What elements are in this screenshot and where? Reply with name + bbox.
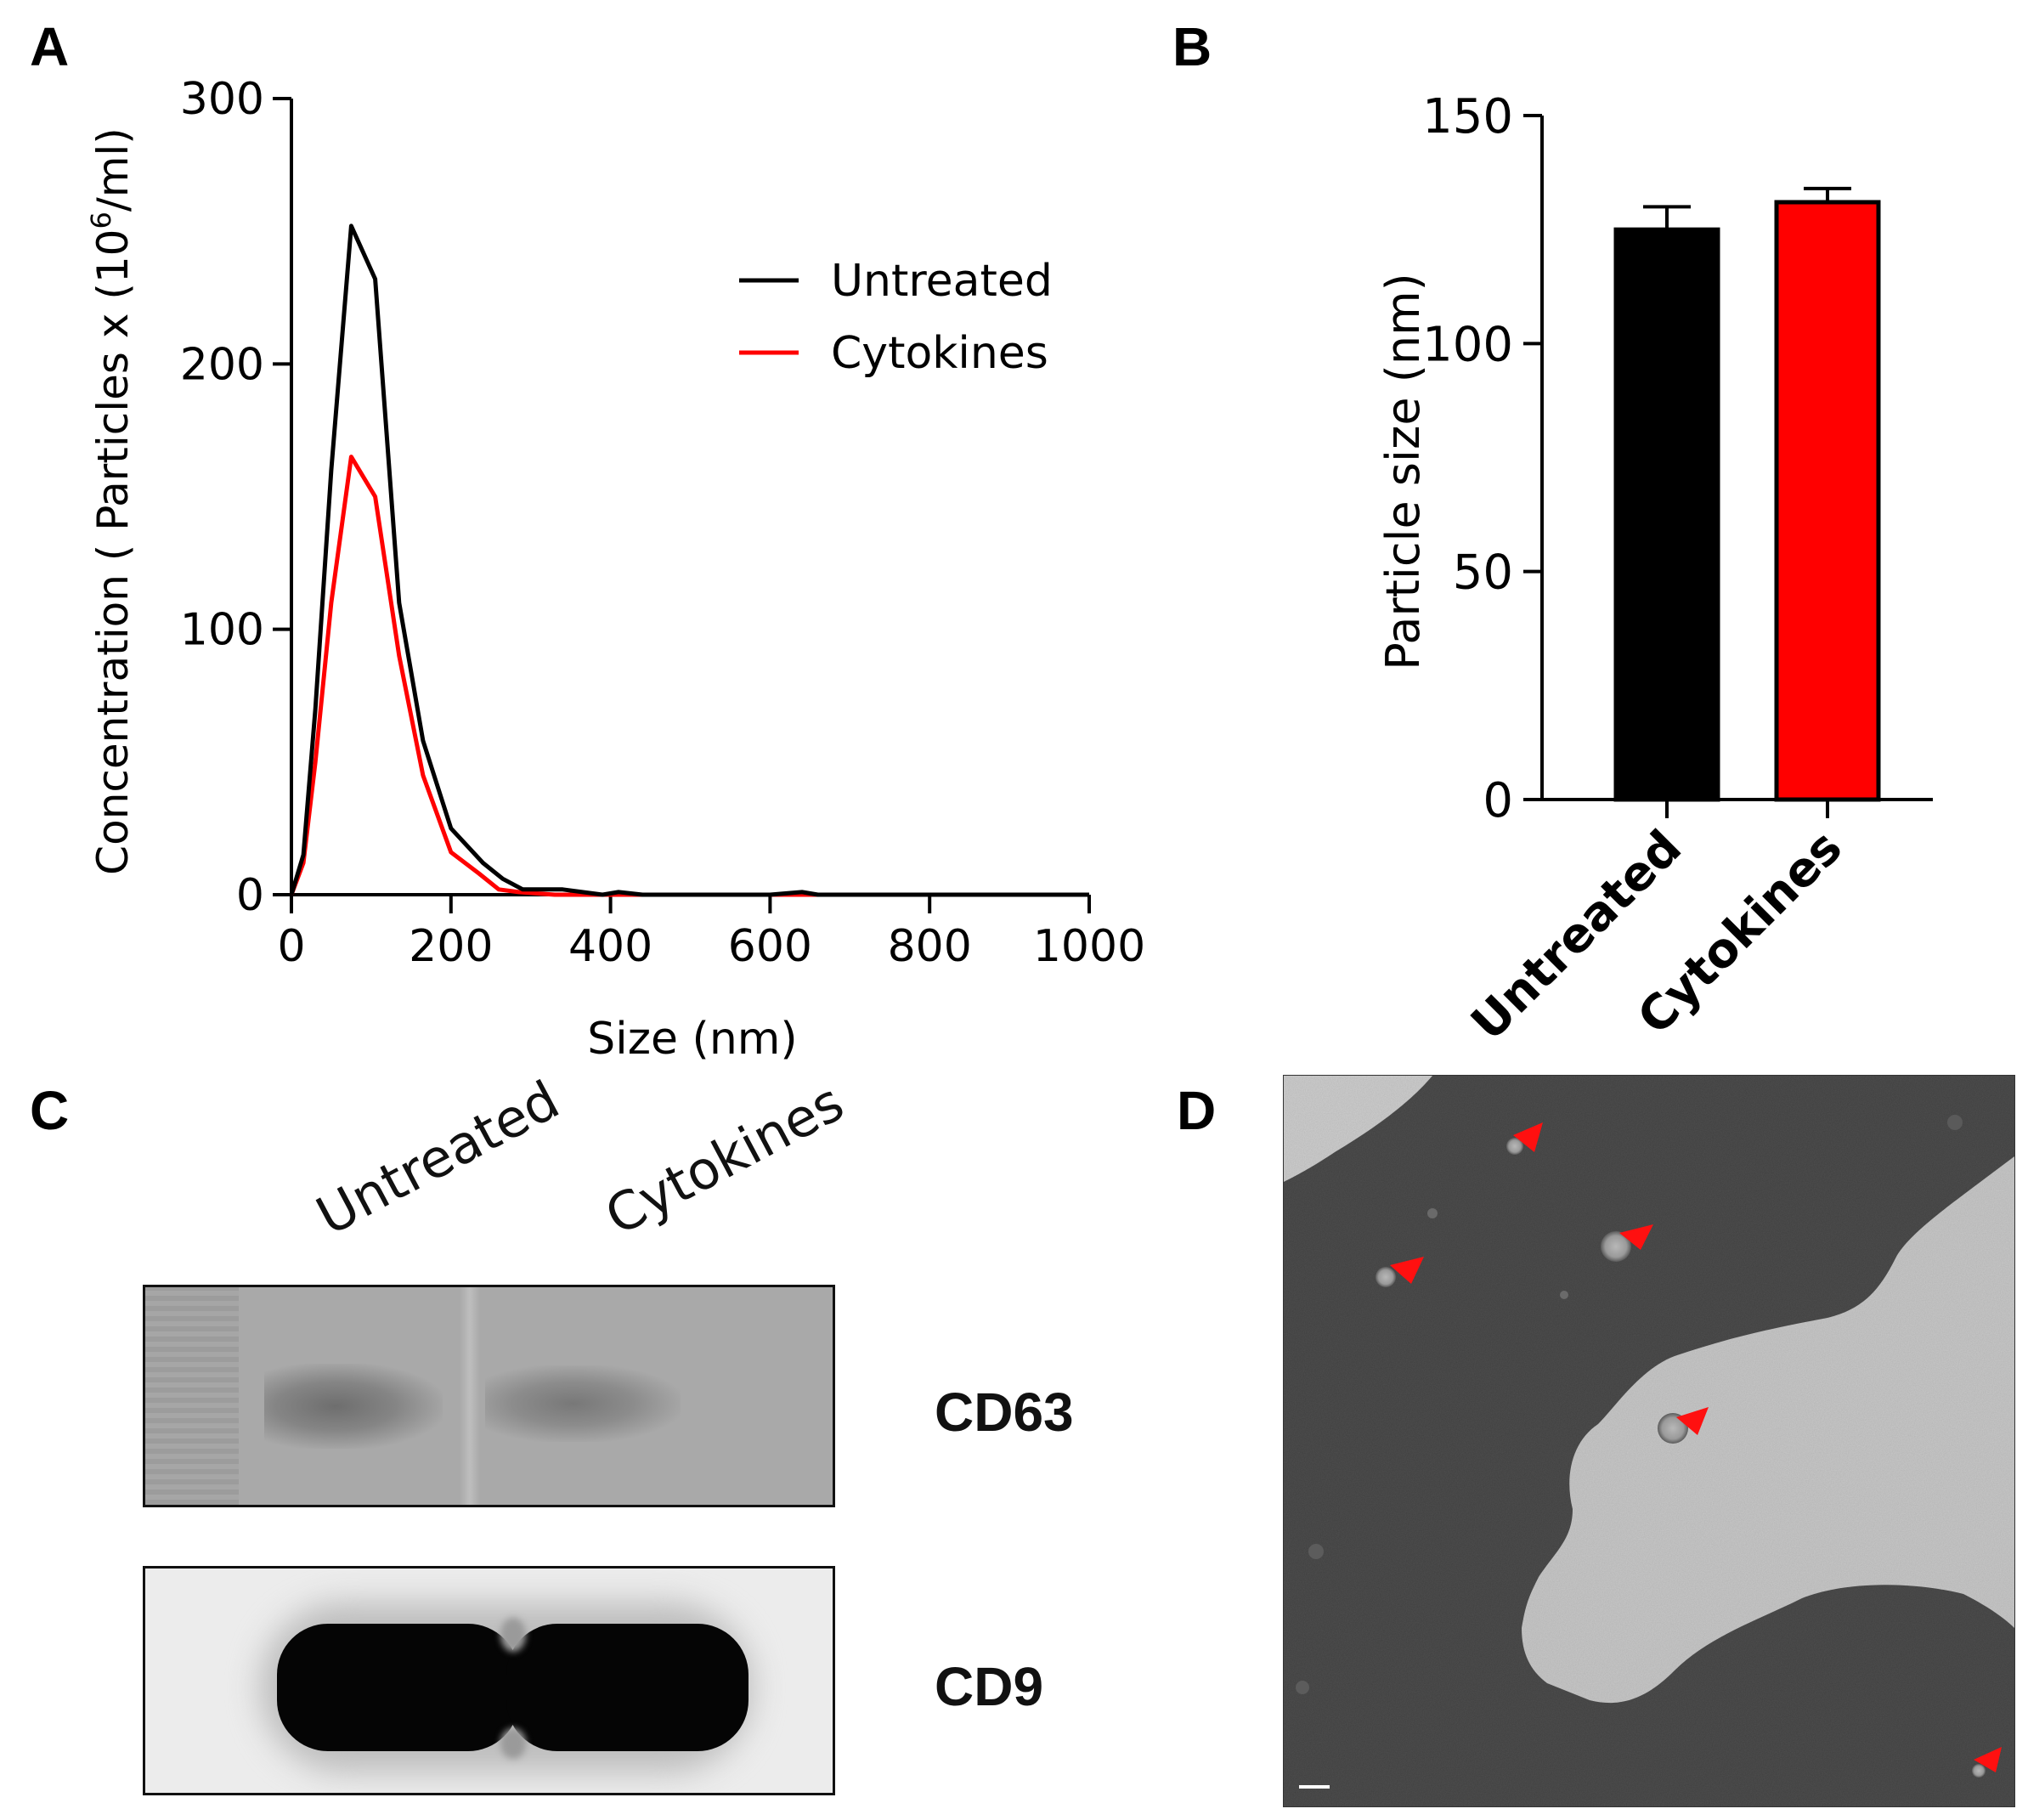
vesicle	[1601, 1231, 1631, 1262]
panel-a-letter: A	[30, 16, 70, 77]
cd63-gap	[460, 1287, 480, 1505]
tem-micrograph	[1283, 1075, 2015, 1807]
cd9-band-untreated	[277, 1624, 519, 1751]
x-tick-label: 400	[568, 921, 652, 972]
cd63-band-cytokines	[485, 1365, 681, 1442]
x-tick-label: 800	[888, 921, 972, 972]
vesicle	[1972, 1764, 1986, 1778]
legend-label-untreated: Untreated	[831, 256, 1053, 307]
vesicle	[1506, 1138, 1523, 1155]
y-tick-label: 300	[180, 74, 264, 125]
x-tick-label: 600	[728, 921, 812, 972]
cd9-band-notch-top	[500, 1618, 526, 1652]
blot-lane-label-untreated: Untreated	[306, 1068, 569, 1247]
arrowhead-marker	[1513, 1122, 1543, 1152]
series-line-untreated	[289, 223, 1089, 897]
size-distribution-chart: 0 100 200 300 0 200 400 600 800 1000 Size (nm) Co…	[85, 74, 1145, 1065]
size-distribution-x-axis-label: Size (nm)	[587, 1014, 797, 1065]
panel-c-letter: C	[30, 1080, 70, 1141]
x-tick-label: 1000	[1033, 921, 1145, 972]
y-tick-label: 100	[1422, 317, 1513, 372]
tem-image	[1284, 1076, 2014, 1806]
particle-size-y-axis-label: Particle size (nm)	[1376, 273, 1430, 670]
cd63-lane-streak	[145, 1287, 239, 1505]
bar-cytokines	[1774, 200, 1881, 802]
vesicle	[1376, 1267, 1396, 1287]
blot-lane-label-cytokines: Cytokines	[595, 1071, 854, 1247]
legend-label-cytokines: Cytokines	[831, 328, 1048, 379]
y-tick-label: 200	[180, 339, 264, 390]
size-distribution-legend: Untreated Cytokines	[739, 256, 1053, 379]
x-tick-label: 200	[409, 921, 493, 972]
cd9-label: CD9	[935, 1656, 1044, 1717]
scale-bar	[1299, 1785, 1330, 1789]
y-tick-label: 150	[1422, 89, 1513, 144]
arrowhead-marker	[1619, 1224, 1653, 1250]
panel-d-letter: D	[1177, 1080, 1217, 1141]
size-distribution-y-axis-label: Concentration ( Particles x (106/ml)	[85, 127, 138, 875]
cd9-blot-strip	[143, 1566, 835, 1795]
cd63-blot-strip	[143, 1285, 835, 1507]
x-tick-label: 0	[277, 921, 305, 972]
arrowhead-marker	[1676, 1407, 1709, 1435]
cd9-band-notch-bottom	[500, 1728, 526, 1759]
bar-untreated	[1613, 227, 1720, 802]
panel-b-letter: B	[1172, 16, 1212, 77]
y-tick-label: 0	[1483, 773, 1513, 828]
y-tick-label: 0	[236, 870, 264, 921]
cd63-band-untreated	[264, 1364, 443, 1449]
y-tick-label: 100	[180, 605, 264, 656]
cd9-band-cytokines	[506, 1624, 748, 1751]
series-line-cytokines	[289, 455, 1089, 897]
size-distribution-plot-area: 0 100 200 300 0 200 400 600 800 1000	[180, 74, 1145, 972]
arrowhead-marker	[1390, 1257, 1424, 1284]
arrowhead-marker	[1974, 1747, 2002, 1772]
y-axis-label-exponent: 6	[85, 212, 117, 229]
cd63-label: CD63	[935, 1382, 1074, 1443]
y-tick-label: 50	[1453, 545, 1513, 601]
